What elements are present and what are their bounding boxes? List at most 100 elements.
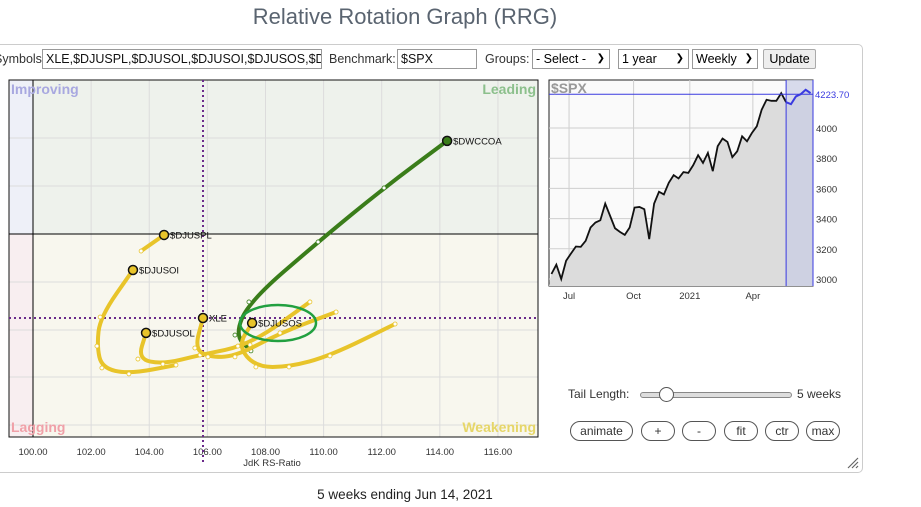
price-y-tick: 3600: [816, 184, 837, 195]
tail-point-dwccoa: [381, 185, 387, 191]
symbol-label-djusoi: $DJUSOI: [139, 266, 179, 277]
quadrant-label-weakening: Weakening: [462, 419, 536, 435]
tail-point-xle: [277, 330, 283, 336]
tail-point-djusos: [253, 364, 259, 370]
groups-select-value: - Select -: [536, 52, 587, 66]
tail-point-djusos: [286, 364, 292, 370]
tail-point-djusos: [392, 321, 398, 327]
price-x-tick: Oct: [626, 291, 641, 302]
quadrant-lagging: [9, 234, 33, 437]
plot-border: [8, 79, 539, 438]
frequency-select-value: Weekly: [696, 52, 737, 66]
tail-point-djusoi: [94, 343, 100, 349]
symbol-label-djuspl: $DJUSPL: [170, 230, 212, 241]
head-marker-dwccoa: [441, 135, 453, 147]
price-y-tick: 3800: [816, 154, 837, 165]
tail-dwccoa: [236, 138, 450, 353]
quadrant-label-leading: Leading: [482, 81, 536, 97]
head-marker-djuspl: [158, 229, 170, 241]
price-x-tick: Apr: [745, 291, 760, 302]
annotation-circle: [238, 303, 318, 343]
x-tick-label: 112.00: [368, 447, 396, 458]
tail-xle: [195, 310, 339, 359]
tail-length-slider-handle[interactable]: [658, 387, 674, 402]
tail-point-djusos: [235, 343, 241, 349]
x-tick-label: 100.00: [18, 447, 47, 458]
tail-djusoi: [95, 268, 178, 375]
groups-label: Groups:: [485, 52, 530, 66]
head-marker-djusoi: [127, 264, 139, 276]
rrg-chart[interactable]: Improving Leading Lagging Weakening 100.…: [0, 0, 545, 475]
tail-length-value: 5 weeks: [797, 387, 842, 401]
price-y-tick: 3400: [816, 215, 837, 226]
resize-handle-icon[interactable]: [845, 455, 859, 469]
chevron-down-icon: ❯: [596, 53, 605, 64]
price-y-tick: 4000: [816, 124, 837, 135]
tail-djusol: [138, 299, 312, 365]
x-tick-label: 106.00: [193, 447, 222, 458]
groups-select[interactable]: - Select - ❯: [532, 49, 610, 69]
quadrant-leading: [33, 80, 538, 234]
frequency-select[interactable]: Weekly ❯: [692, 49, 758, 69]
tail-point-dwccoa: [246, 299, 252, 305]
head-marker-djusol: [140, 327, 152, 339]
zoom-in-button[interactable]: +: [641, 421, 675, 441]
animate-button[interactable]: animate: [570, 421, 633, 441]
tail-point-xle: [205, 354, 211, 360]
price-y-tick: 3000: [816, 275, 837, 286]
chevron-down-icon: ❯: [744, 53, 753, 64]
tail-point-djusol: [307, 299, 313, 305]
tail-point-dwccoa: [232, 332, 238, 338]
tail-point-djusol: [135, 356, 141, 362]
page-title: Relative Rotation Graph (RRG): [252, 4, 558, 29]
quadrant-improving: [9, 80, 33, 234]
symbols-input[interactable]: XLE,$DJUSPL,$DJUSOL,$DJUSOI,$DJUSOS,$DW: [42, 49, 322, 69]
x-tick-label: 116.00: [484, 447, 512, 458]
fit-button[interactable]: fit: [724, 421, 758, 441]
tail-length-slider[interactable]: [640, 392, 792, 398]
x-tick-label: 108.00: [251, 447, 280, 458]
price-area: [549, 89, 813, 286]
symbol-label-dwccoa: $DWCCOA: [453, 136, 502, 147]
symbol-label-xle: XLE: [209, 314, 227, 325]
tail-point-djuspl: [138, 248, 144, 254]
tail-point-xle: [192, 345, 198, 351]
price-y-tick: 3200: [816, 245, 837, 256]
tail-point-djusoi: [97, 314, 103, 320]
chevron-down-icon: ❯: [675, 53, 684, 64]
period-select[interactable]: 1 year ❯: [618, 49, 689, 69]
tail-point-djusoi: [126, 371, 132, 377]
x-axis-label: JdK RS-Ratio: [243, 458, 301, 469]
max-button[interactable]: max: [806, 421, 840, 441]
tail-point-djusoi: [99, 365, 105, 371]
x-tick-label: 102.00: [77, 447, 106, 458]
tail-period-highlight: [786, 80, 813, 286]
tail-length-label: Tail Length:: [568, 387, 630, 401]
price-line: [550, 91, 787, 283]
tail-point-djusoi: [173, 362, 179, 368]
center-button[interactable]: ctr: [765, 421, 799, 441]
footer-caption: 5 weeks ending Jun 14, 2021: [317, 487, 493, 502]
tail-point-djusol: [160, 361, 166, 367]
x-tick-label: 104.00: [135, 447, 164, 458]
last-value-label: 4223.70: [815, 90, 849, 101]
quadrant-label-lagging: Lagging: [11, 419, 65, 435]
head-marker-djusos: [246, 317, 258, 329]
x-tick-label: 114.00: [426, 447, 454, 458]
price-chart-title: $SPX: [551, 80, 587, 96]
benchmark-label: Benchmark:: [329, 52, 396, 66]
quadrant-weakening: [33, 234, 538, 437]
zoom-out-button[interactable]: -: [682, 421, 716, 441]
symbols-label: Symbols:: [0, 52, 46, 66]
period-select-value: 1 year: [622, 52, 657, 66]
price-line-tail-period: [785, 88, 812, 106]
quadrant-label-improving: Improving: [11, 81, 79, 97]
price-x-tick: Jul: [563, 291, 575, 302]
price-x-tick: 2021: [679, 291, 700, 302]
benchmark-input[interactable]: $SPX: [397, 49, 477, 69]
tail-point-dwccoa: [315, 239, 321, 245]
update-button[interactable]: Update: [763, 49, 816, 69]
x-tick-label: 110.00: [309, 447, 337, 458]
symbol-label-djusos: $DJUSOS: [258, 319, 302, 330]
tail-point-xle: [232, 354, 238, 360]
